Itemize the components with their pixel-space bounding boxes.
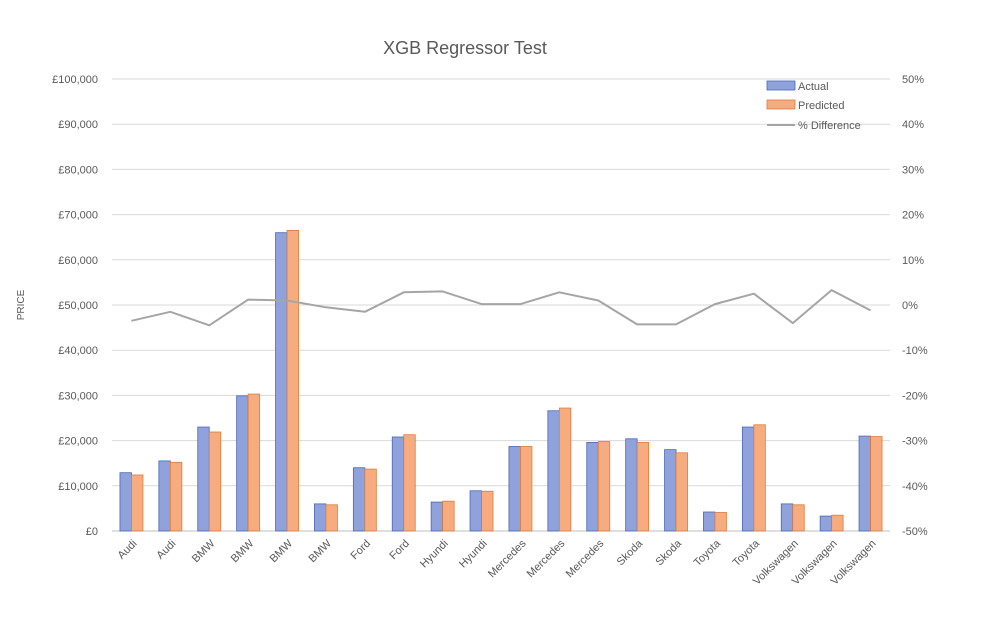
bar-actual (664, 449, 677, 532)
legend: Actual Predicted % Difference (766, 80, 861, 132)
y2-tick-label: 10% (902, 255, 924, 267)
bar-actual (197, 426, 210, 532)
y-tick-label: £80,000 (58, 164, 98, 176)
x-tick-label: Hyundi (418, 538, 451, 571)
legend-label-difference: % Difference (798, 120, 861, 132)
bar-predicted (831, 514, 844, 532)
y2-tick-label: 40% (902, 119, 924, 131)
y2-axis-ticks: -50% -40% -30% -20% -10% 0% 10% 20% 30% 40% 50% (902, 74, 928, 538)
y-tick-label: £30,000 (58, 390, 98, 402)
legend-swatch-predicted (766, 99, 796, 110)
bar-predicted (325, 504, 338, 532)
bar-actual (391, 436, 405, 532)
y2-tick-label: -50% (902, 526, 928, 538)
y-tick-label: £60,000 (58, 255, 98, 267)
legend-swatch-actual (766, 80, 796, 91)
y2-tick-label: -10% (902, 345, 928, 357)
x-tick-label: Ford (387, 538, 411, 562)
bar-actual (858, 435, 871, 532)
y-axis-ticks: £0 £10,000 £20,000 £30,000 £40,000 £50,000 £60… (52, 74, 98, 538)
bar-predicted (792, 504, 805, 532)
bar-predicted (208, 431, 222, 532)
bar-actual (586, 442, 599, 532)
x-tick-label: Toyota (731, 537, 763, 569)
x-axis-ticks: Audi Audi BMW BMW BMW BMW Ford Ford Hyundi Hyundi… (115, 537, 878, 588)
bar-predicted (403, 434, 416, 532)
y-tick-label: £0 (86, 526, 98, 538)
x-tick-label: Mercedes (564, 537, 607, 580)
x-tick-label: BMW (268, 537, 296, 565)
bar-actual (780, 503, 794, 532)
bar-actual (119, 472, 132, 532)
bar-actual (508, 446, 521, 532)
bar-actual (741, 426, 755, 532)
y-tick-label: £40,000 (58, 345, 98, 357)
y2-tick-label: 50% (902, 74, 924, 86)
legend-label-actual: Actual (798, 81, 829, 93)
bar-actual (314, 503, 327, 532)
bar-predicted (364, 468, 377, 532)
bar-actual (236, 395, 249, 532)
x-tick-label: BMW (307, 537, 335, 565)
chart-title: XGB Regressor Test (383, 38, 547, 58)
bar-predicted (520, 446, 533, 532)
bar-predicted (442, 500, 455, 532)
x-tick-label: Toyota (692, 537, 724, 569)
x-tick-label: Mercedes (486, 537, 529, 580)
bar-actual (819, 515, 833, 532)
bar-actual (547, 410, 560, 532)
y-axis-title: PRICE (16, 289, 27, 320)
bar-actual (430, 501, 444, 532)
series-line-difference (131, 289, 871, 327)
bar-actual (158, 460, 171, 532)
bar-predicted (286, 230, 299, 532)
bar-predicted (558, 407, 572, 532)
bar-predicted (636, 442, 650, 532)
y-tick-label: £50,000 (58, 300, 98, 312)
y-tick-label: £10,000 (58, 481, 98, 493)
bar-predicted (169, 461, 183, 532)
y2-tick-label: -40% (902, 481, 928, 493)
x-tick-label: Mercedes (525, 537, 568, 580)
bar-predicted (753, 424, 766, 532)
bar-actual (275, 232, 288, 532)
x-tick-label: Ford (349, 538, 373, 562)
bar-actual (625, 438, 638, 532)
bar-predicted (597, 441, 611, 532)
legend-label-predicted: Predicted (798, 100, 844, 112)
bars (119, 230, 883, 532)
bar-actual (703, 511, 716, 532)
difference-line (131, 289, 871, 327)
y2-tick-label: 30% (902, 164, 924, 176)
bar-predicted (247, 393, 261, 532)
bar-actual (352, 467, 366, 532)
y-tick-label: £70,000 (58, 210, 98, 222)
x-tick-label: BMW (190, 537, 218, 565)
bar-predicted (131, 474, 144, 532)
y2-tick-label: -30% (902, 436, 928, 448)
x-tick-label: Audi (154, 538, 178, 562)
x-tick-label: Skoda (654, 537, 685, 568)
x-tick-label: Skoda (615, 537, 646, 568)
y2-tick-label: 20% (902, 210, 924, 222)
bar-predicted (675, 452, 688, 532)
bar-predicted (870, 436, 883, 532)
y-tick-label: £20,000 (58, 436, 98, 448)
x-tick-label: Hyundi (457, 538, 490, 571)
bar-predicted (714, 512, 727, 532)
bar-actual (469, 490, 482, 532)
y2-tick-label: -20% (902, 390, 928, 402)
bar-predicted (481, 490, 494, 532)
y-tick-label: £90,000 (58, 119, 98, 131)
y-tick-label: £100,000 (52, 74, 98, 86)
x-tick-label: Audi (115, 538, 139, 562)
x-tick-label: BMW (229, 537, 257, 565)
y2-tick-label: 0% (902, 300, 918, 312)
